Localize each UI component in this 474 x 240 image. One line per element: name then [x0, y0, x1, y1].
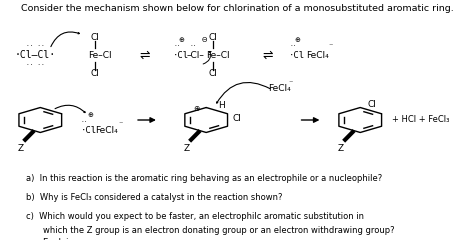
Text: Z: Z — [183, 144, 189, 153]
Text: b)  Why is FeCl₃ considered a catalyst in the reaction shown?: b) Why is FeCl₃ considered a catalyst in… — [26, 193, 283, 202]
Text: Cl: Cl — [91, 69, 99, 78]
Text: Fe–Cl: Fe–Cl — [206, 51, 230, 60]
Text: + HCl + FeCl₃: + HCl + FeCl₃ — [392, 115, 450, 125]
Text: ·Cl: ·Cl — [81, 126, 97, 135]
Text: Z: Z — [18, 144, 23, 153]
Text: ··: ·· — [173, 43, 181, 48]
Text: a)  In this reaction is the aromatic ring behaving as an electrophile or a nucle: a) In this reaction is the aromatic ring… — [26, 174, 383, 183]
Text: Consider the mechanism shown below for chlorination of a monosubstituted aromati: Consider the mechanism shown below for c… — [21, 4, 453, 12]
Text: Cl: Cl — [232, 114, 241, 123]
Text: ⊕: ⊕ — [87, 112, 93, 118]
Text: FeCl₄: FeCl₄ — [95, 126, 118, 135]
Text: ··: ·· — [289, 43, 297, 48]
Text: Fe–Cl: Fe–Cl — [88, 51, 111, 60]
Text: Cl: Cl — [209, 69, 218, 78]
Text: FeCl₄: FeCl₄ — [268, 84, 291, 93]
Text: ·Cl: ·Cl — [173, 51, 189, 60]
Text: ⁻: ⁻ — [288, 78, 293, 87]
Text: ⊕: ⊕ — [295, 37, 301, 43]
Text: Explain your answer.: Explain your answer. — [43, 238, 130, 240]
Text: Z: Z — [337, 144, 343, 153]
Text: c)  Which would you expect to be faster, an electrophilc aromatic substitution i: c) Which would you expect to be faster, … — [26, 212, 364, 221]
Text: ·Cl: ·Cl — [289, 51, 305, 60]
Text: –Cl–: –Cl– — [186, 51, 204, 60]
Text: Cl: Cl — [209, 33, 218, 42]
Text: ⇌: ⇌ — [139, 49, 150, 62]
Text: which the Z group is an electron donating group or an electron withdrawing group: which the Z group is an electron donatin… — [43, 226, 394, 235]
Text: ⊕: ⊕ — [193, 104, 200, 113]
Text: ⇌: ⇌ — [263, 49, 273, 62]
Text: FeCl₄: FeCl₄ — [306, 51, 328, 60]
Text: H: H — [219, 101, 225, 109]
Text: Cl: Cl — [368, 100, 376, 109]
Text: ⁻: ⁻ — [118, 119, 123, 128]
Text: ⊕: ⊕ — [178, 37, 184, 43]
Text: ·· ··: ·· ·· — [26, 62, 45, 67]
Text: ·· ··: ·· ·· — [26, 43, 45, 48]
Text: Θ: Θ — [202, 37, 208, 43]
Text: Cl: Cl — [91, 33, 99, 42]
Text: ··: ·· — [190, 43, 197, 48]
Text: ··: ·· — [81, 119, 88, 124]
Text: ·Cl–Cl·: ·Cl–Cl· — [15, 50, 56, 60]
Text: ⁻: ⁻ — [328, 41, 333, 50]
